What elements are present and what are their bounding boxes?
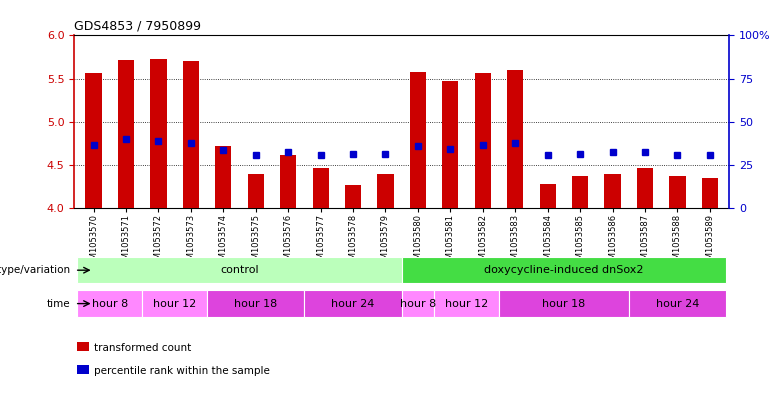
Bar (215, 146, 232, 208)
Text: GDS4853 / 7950899: GDS4853 / 7950899 (74, 20, 201, 33)
Bar (77, 365, 89, 374)
Bar (702, 178, 718, 208)
Text: hour 18: hour 18 (542, 299, 586, 309)
Bar (77, 257, 402, 283)
Text: hour 12: hour 12 (153, 299, 197, 309)
Text: control: control (220, 265, 259, 275)
Text: genotype/variation: genotype/variation (0, 265, 70, 275)
Bar (434, 290, 499, 317)
Bar (410, 72, 426, 208)
Bar (669, 176, 686, 208)
Bar (442, 81, 459, 208)
Bar (499, 290, 629, 317)
Bar (378, 174, 394, 208)
Bar (183, 61, 199, 208)
Bar (142, 290, 207, 317)
Text: time: time (47, 299, 70, 309)
Bar (313, 168, 328, 208)
Bar (604, 174, 621, 208)
Bar (304, 290, 402, 317)
Bar (151, 59, 167, 208)
Bar (77, 342, 89, 351)
Bar (572, 176, 588, 208)
Bar (280, 155, 296, 208)
Bar (247, 174, 264, 208)
Text: hour 24: hour 24 (656, 299, 699, 309)
Bar (540, 184, 556, 208)
Bar (636, 168, 653, 208)
Bar (475, 73, 491, 208)
Text: transformed count: transformed count (94, 343, 191, 353)
Text: doxycycline-induced dnSox2: doxycycline-induced dnSox2 (484, 265, 644, 275)
Bar (345, 185, 361, 208)
Bar (207, 290, 304, 317)
Bar (629, 290, 726, 317)
Bar (77, 290, 142, 317)
Text: hour 18: hour 18 (234, 299, 278, 309)
Text: percentile rank within the sample: percentile rank within the sample (94, 366, 270, 376)
Bar (118, 60, 134, 208)
Bar (402, 290, 434, 317)
Text: hour 8: hour 8 (92, 299, 128, 309)
Bar (507, 70, 523, 208)
Text: hour 24: hour 24 (332, 299, 374, 309)
Text: hour 8: hour 8 (400, 299, 436, 309)
Bar (86, 73, 101, 208)
Bar (402, 257, 726, 283)
Text: hour 12: hour 12 (445, 299, 488, 309)
